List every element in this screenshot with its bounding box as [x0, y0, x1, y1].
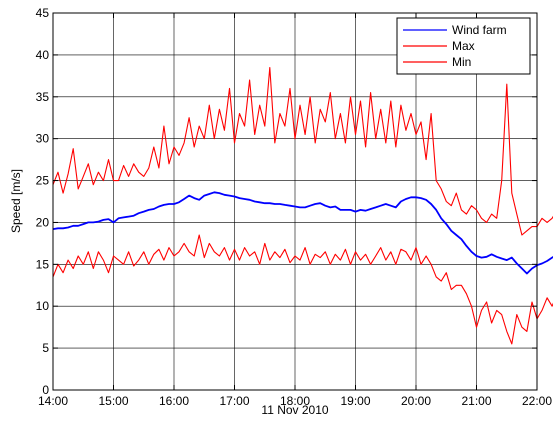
y-tick-label: 40 — [36, 48, 50, 62]
y-axis-label: Speed [m/s] — [9, 169, 23, 233]
y-tick-label: 25 — [36, 174, 50, 188]
x-tick-labels: 14:00 15:00 16:00 17:00 18:00 19:00 20:00 21:00… — [38, 394, 552, 408]
y-tick-label: 20 — [36, 215, 50, 229]
x-tick-label: 17:00 — [219, 394, 249, 408]
legend-label: Max — [452, 39, 475, 53]
series-layer — [52, 66, 553, 345]
x-tick-label: 15:00 — [98, 394, 128, 408]
y-tick-label: 15 — [36, 257, 50, 271]
x-tick-label: 19:00 — [340, 394, 370, 408]
series-line-min — [52, 234, 553, 345]
x-tick-label: 22:00 — [522, 394, 552, 408]
series-line-wind-farm — [52, 191, 553, 275]
x-tick-label: 14:00 — [38, 394, 68, 408]
x-tick-label: 16:00 — [159, 394, 189, 408]
legend-label: Min — [452, 55, 471, 69]
axis-ticks — [52, 12, 538, 391]
y-tick-label: 30 — [36, 132, 50, 146]
y-tick-label: 35 — [36, 90, 50, 104]
series-line-max — [52, 66, 553, 236]
legend-label: Wind farm — [452, 23, 507, 37]
legend: Wind farm Max Min — [396, 17, 531, 75]
y-tick-label: 45 — [36, 6, 50, 20]
y-tick-label: 0 — [42, 383, 49, 397]
x-tick-label: 21:00 — [461, 394, 491, 408]
y-tick-labels: 0 5 10 15 20 25 30 35 40 45 — [36, 6, 50, 397]
x-tick-label: 20:00 — [401, 394, 431, 408]
legend-entries: Wind farm Max Min — [403, 23, 507, 69]
y-tick-label: 10 — [36, 299, 50, 313]
y-tick-label: 5 — [42, 341, 49, 355]
x-tick-label: 18:00 — [280, 394, 310, 408]
x-axis-label: 11 Nov 2010 — [261, 403, 328, 417]
